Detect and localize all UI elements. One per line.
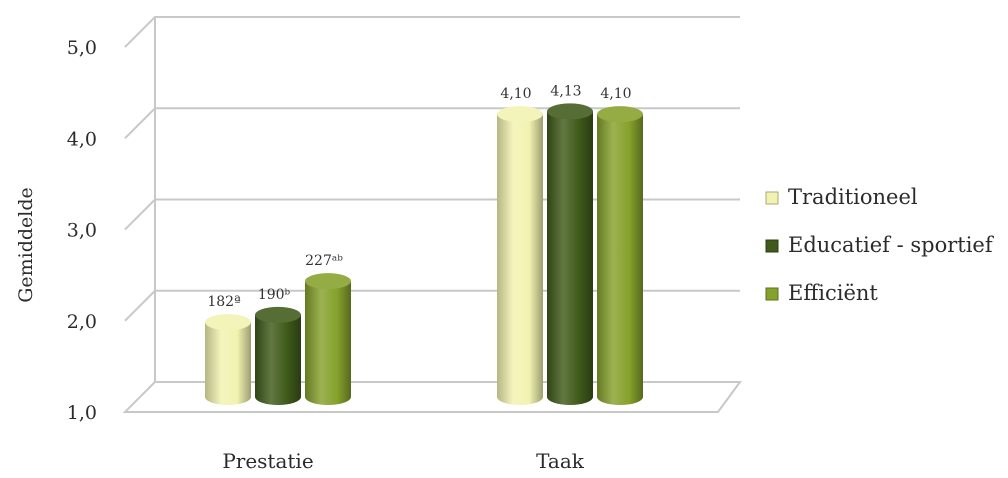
- y-tick-label: 2,0: [67, 311, 97, 333]
- legend-swatch: [765, 239, 779, 253]
- bar-body: [205, 322, 251, 405]
- bar-body: [305, 281, 351, 405]
- x-axis-category-labels: Prestatie Taak: [222, 449, 584, 473]
- bar-body: [547, 111, 593, 405]
- chart-floor: [122, 381, 742, 413]
- legend-swatch: [765, 287, 779, 301]
- gridline: [124, 16, 740, 48]
- bar: [255, 306, 301, 405]
- bar: [305, 273, 351, 405]
- legend-label: Efficiënt: [788, 281, 878, 305]
- y-tick-label: 5,0: [67, 37, 97, 59]
- bar-top: [205, 314, 251, 331]
- bar-body: [597, 114, 643, 405]
- bar-body: [497, 114, 543, 405]
- gridline: [124, 289, 740, 322]
- bar-top: [547, 103, 593, 120]
- bars: [205, 103, 643, 405]
- data-label: 4,13: [550, 83, 581, 99]
- y-tick-label: 1,0: [67, 402, 97, 424]
- y-tick-label: 4,0: [67, 128, 97, 150]
- y-tick-label: 3,0: [67, 220, 97, 242]
- bar: [497, 106, 543, 405]
- y-axis-title: Gemiddelde: [15, 187, 37, 303]
- gridline: [124, 198, 740, 231]
- data-labels: 182ª 190ᵇ 227ᵃᵇ 4,10 4,13 4,10: [207, 83, 631, 310]
- legend-item: Efficiënt: [765, 281, 878, 305]
- x-category-label: Taak: [536, 449, 585, 473]
- bar: [547, 103, 593, 405]
- gridlines: [124, 16, 740, 322]
- x-category-label: Prestatie: [222, 449, 313, 473]
- legend-swatch: [765, 191, 779, 205]
- data-label: 4,10: [500, 86, 531, 102]
- bar: [597, 106, 643, 405]
- bar: [205, 314, 251, 405]
- data-label: 182ª: [207, 294, 241, 310]
- y-axis-ticks: 1,0 2,0 3,0 4,0 5,0: [67, 37, 97, 424]
- data-label: 4,10: [600, 86, 631, 102]
- data-label: 190ᵇ: [258, 287, 291, 303]
- bar-body: [255, 314, 301, 405]
- legend-item: Traditioneel: [765, 185, 918, 209]
- bar-top: [255, 306, 301, 323]
- bar-top: [497, 106, 543, 123]
- legend-label: Educatief - sportief: [788, 233, 995, 257]
- gridline: [124, 107, 740, 139]
- bar-top: [305, 273, 351, 290]
- legend-item: Educatief - sportief: [765, 233, 995, 257]
- data-label: 227ᵃᵇ: [305, 253, 343, 269]
- legend: Traditioneel Educatief - sportief Efficiën…: [765, 185, 995, 305]
- legend-label: Traditioneel: [788, 185, 918, 209]
- bar-top: [597, 106, 643, 123]
